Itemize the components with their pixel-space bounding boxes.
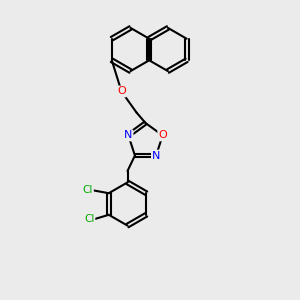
Text: N: N: [152, 151, 160, 160]
Text: O: O: [117, 86, 126, 97]
Text: N: N: [124, 130, 133, 140]
Text: Cl: Cl: [82, 185, 93, 195]
Text: Cl: Cl: [84, 214, 94, 224]
Text: O: O: [158, 130, 167, 140]
